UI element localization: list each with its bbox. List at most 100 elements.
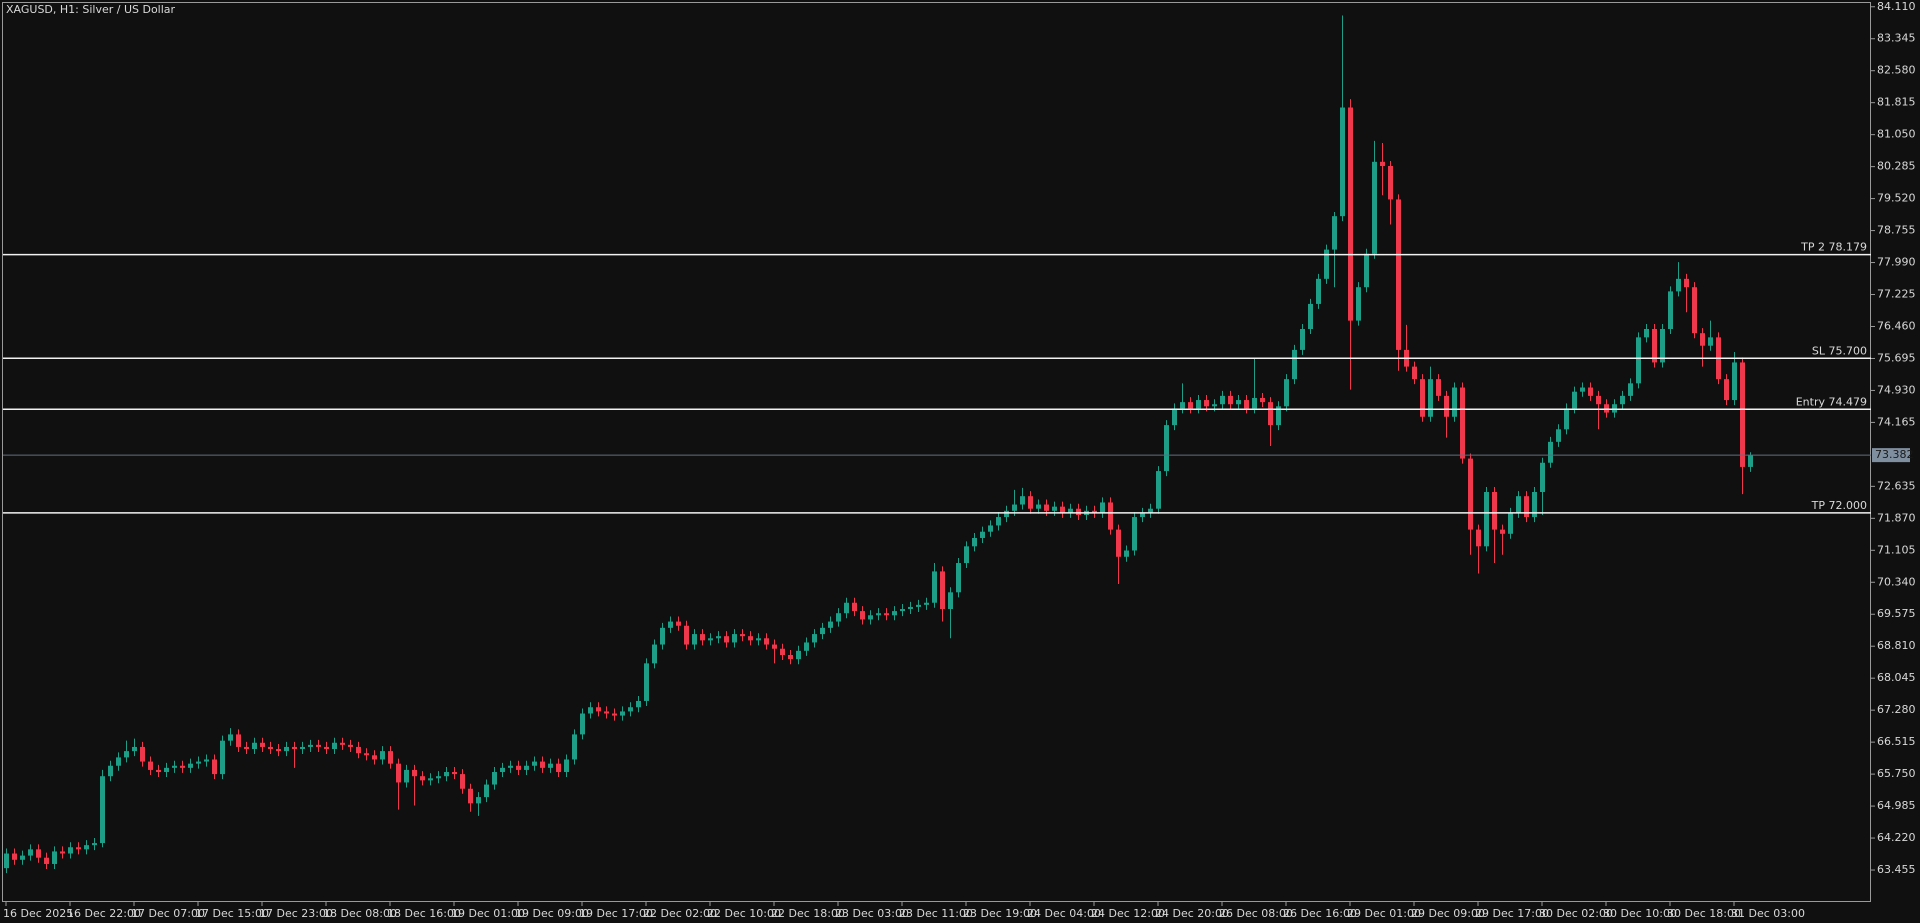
candle-body — [268, 746, 273, 750]
candle-body — [1124, 550, 1129, 557]
y-tick-label: 81.050 — [1877, 128, 1916, 141]
x-tick-label: 30 Dec 02:00 — [1539, 907, 1613, 920]
candle-body — [348, 744, 353, 747]
candle-body — [772, 644, 777, 649]
candle-body — [940, 571, 945, 610]
candle-body — [236, 734, 241, 747]
candle-body — [956, 563, 961, 593]
x-tick-label: 22 Dec 18:00 — [771, 907, 845, 920]
candle-body — [916, 604, 921, 607]
candle-body — [1252, 397, 1257, 409]
candle-body — [1732, 362, 1737, 401]
candle-body — [996, 517, 1001, 526]
candle-body — [1516, 496, 1521, 513]
x-tick-label: 22 Dec 02:00 — [643, 907, 717, 920]
x-tick-label: 24 Dec 12:00 — [1091, 907, 1165, 920]
candle-body — [1740, 362, 1745, 467]
candle-body — [476, 797, 481, 804]
candle-body — [1684, 278, 1689, 288]
candle-body — [1420, 379, 1425, 417]
y-tick-label: 64.220 — [1877, 831, 1916, 844]
x-tick-label: 24 Dec 20:00 — [1155, 907, 1229, 920]
candle-body — [1028, 496, 1033, 509]
candle-body — [356, 746, 361, 754]
y-tick-label: 77.225 — [1877, 288, 1916, 301]
candle-body — [692, 634, 697, 645]
x-tick-label: 18 Dec 16:00 — [387, 907, 461, 920]
x-tick-label: 22 Dec 10:00 — [707, 907, 781, 920]
candle-body — [1228, 395, 1233, 405]
candle-body — [588, 707, 593, 714]
candle-body — [1356, 287, 1361, 321]
x-tick-label: 26 Dec 08:00 — [1219, 907, 1293, 920]
x-tick-label: 29 Dec 17:00 — [1475, 907, 1549, 920]
candle-body — [572, 734, 577, 760]
candle-body — [948, 592, 953, 610]
candle-body — [756, 638, 761, 641]
y-tick-label: 76.460 — [1877, 319, 1916, 332]
candle-body — [1108, 502, 1113, 530]
candle-body — [580, 713, 585, 735]
y-tick-label: 69.575 — [1877, 607, 1916, 620]
y-tick-label: 81.815 — [1877, 96, 1916, 109]
plot-frame — [2, 2, 1871, 902]
candle-body — [260, 742, 265, 747]
candle-body — [1196, 400, 1201, 409]
candle-body — [1556, 429, 1561, 442]
candle-body — [1396, 199, 1401, 350]
y-tick-label: 75.695 — [1877, 351, 1916, 364]
candle-body — [988, 525, 993, 532]
candle-body — [644, 663, 649, 701]
candle-body — [612, 713, 617, 716]
candle-body — [1628, 383, 1633, 396]
candle-body — [740, 634, 745, 637]
candle-body — [60, 851, 65, 854]
candle-body — [1004, 510, 1009, 518]
candle-body — [1484, 491, 1489, 547]
candle-body — [172, 765, 177, 768]
candle-body — [1436, 379, 1441, 396]
candle-body — [228, 734, 233, 741]
candle-body — [1132, 517, 1137, 551]
level-label: Entry 74.479 — [1796, 395, 1867, 408]
y-tick-label: 83.345 — [1877, 32, 1916, 45]
candle-body — [1188, 402, 1193, 409]
y-tick-label: 64.985 — [1877, 799, 1916, 812]
candle-body — [428, 778, 433, 781]
candle-body — [1036, 504, 1041, 509]
candle-body — [1308, 303, 1313, 329]
candle-body — [1052, 506, 1057, 511]
x-tick-label: 30 Dec 10:00 — [1603, 907, 1677, 920]
candle-body — [388, 751, 393, 764]
candle-body — [1172, 408, 1177, 426]
candle-body — [12, 853, 17, 860]
candle-body — [516, 765, 521, 770]
candle-body — [628, 707, 633, 712]
candle-body — [1164, 425, 1169, 472]
candle-body — [1500, 529, 1505, 534]
candle-body — [804, 642, 809, 651]
candle-body — [4, 853, 9, 869]
candle-body — [188, 763, 193, 768]
candle-body — [100, 776, 105, 844]
candle-body — [1604, 404, 1609, 413]
x-tick-label: 29 Dec 09:00 — [1411, 907, 1485, 920]
candle-body — [540, 761, 545, 768]
candle-body — [1092, 510, 1097, 513]
candle-body — [484, 784, 489, 798]
level-label: TP 2 78.179 — [1800, 241, 1867, 254]
candle-body — [1284, 379, 1289, 407]
candle-body — [204, 759, 209, 762]
y-tick-label: 74.930 — [1877, 383, 1916, 396]
candle-body — [340, 742, 345, 745]
candle-body — [1468, 458, 1473, 530]
bid-label: 73.382 — [1875, 448, 1914, 461]
x-tick-label: 19 Dec 01:00 — [451, 907, 525, 920]
candle-body — [332, 742, 337, 750]
candle-body — [548, 763, 553, 768]
candle-body — [980, 531, 985, 538]
candle-body — [76, 847, 81, 850]
y-tick-label: 84.110 — [1877, 0, 1916, 13]
candle-body — [1180, 402, 1185, 409]
candle-body — [700, 634, 705, 641]
